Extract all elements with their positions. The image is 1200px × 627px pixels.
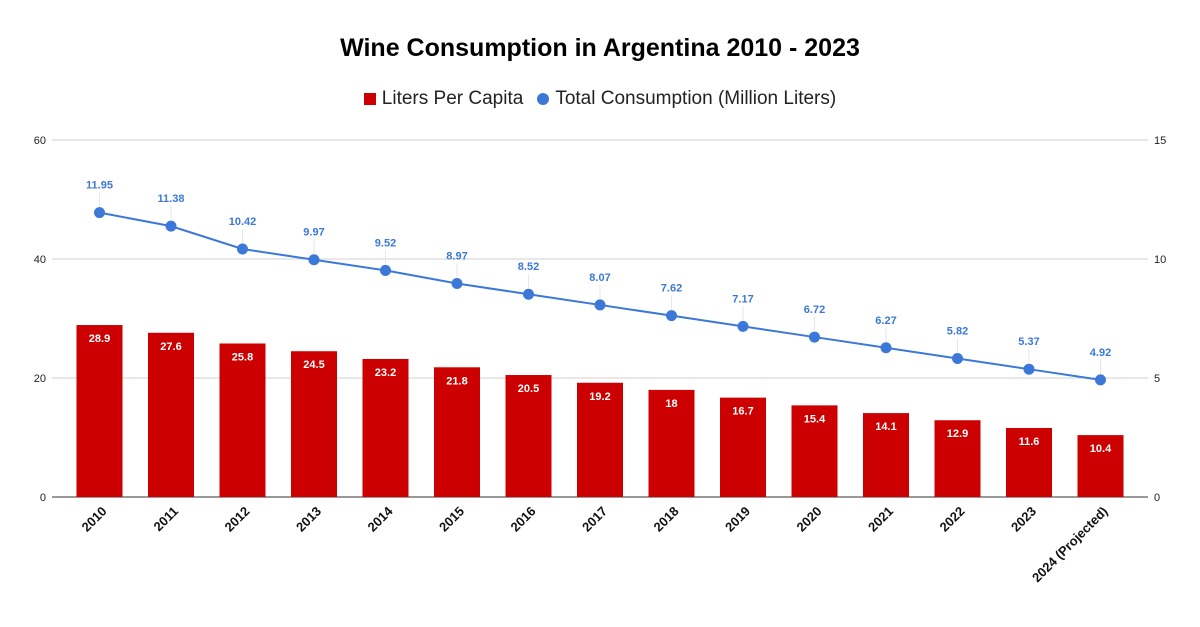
line-data-label: 9.97 <box>303 227 324 239</box>
line-data-label: 8.52 <box>518 261 539 273</box>
line-point <box>523 288 534 300</box>
legend-item-bars: Liters Per Capita <box>363 88 524 110</box>
line-point <box>1023 363 1035 375</box>
x-axis-tick-label: 2024 (Projected) <box>1029 504 1111 586</box>
right-axis-tick-label: 5 <box>1154 373 1160 385</box>
bar <box>863 413 909 497</box>
x-axis-tick-label: 2023 <box>1008 504 1039 535</box>
line-data-label: 8.07 <box>589 272 610 284</box>
line-point <box>666 310 677 322</box>
bar <box>720 397 766 497</box>
line-point <box>165 220 177 232</box>
x-axis-tick-label: 2014 <box>365 503 397 535</box>
line-data-label: 7.17 <box>732 293 753 305</box>
bar <box>362 358 409 497</box>
bar-data-label: 24.5 <box>303 359 324 371</box>
bar-data-label: 11.6 <box>1019 436 1040 448</box>
x-axis-tick-label: 2022 <box>937 504 968 535</box>
bar-data-label: 20.5 <box>518 383 539 395</box>
x-axis-tick-label: 2016 <box>508 504 539 535</box>
legend-label: Liters Per Capita <box>381 88 524 109</box>
x-axis-tick-label: 2015 <box>436 504 467 535</box>
bar-data-label: 16.7 <box>732 406 753 418</box>
legend: Liters Per Capita Total Consumption (Mil… <box>0 88 1200 110</box>
legend-swatch-bar <box>363 93 376 105</box>
bar <box>219 343 266 497</box>
bar-data-label: 27.6 <box>160 341 181 353</box>
bar <box>577 382 623 497</box>
bar <box>76 325 123 497</box>
bar <box>291 351 337 497</box>
line-point <box>1095 374 1106 386</box>
x-axis-tick-label: 2013 <box>293 504 324 535</box>
line-data-label: 6.27 <box>875 315 896 327</box>
bar <box>434 367 480 497</box>
line-data-label: 8.97 <box>446 251 467 263</box>
line-point <box>809 331 820 343</box>
line-data-label: 4.92 <box>1090 347 1111 359</box>
x-axis-tick-label: 2020 <box>794 504 825 535</box>
bar-data-label: 28.9 <box>89 333 110 345</box>
bar <box>1006 427 1052 497</box>
bar-data-label: 15.4 <box>804 413 826 425</box>
x-axis-tick-label: 2021 <box>865 504 896 535</box>
line-data-label: 7.62 <box>661 283 682 295</box>
right-axis-tick-label: 0 <box>1154 492 1160 504</box>
x-axis-tick-label: 2019 <box>722 504 753 535</box>
line-point <box>737 320 749 332</box>
right-axis-tick-label: 15 <box>1154 135 1166 147</box>
line-point <box>308 254 320 266</box>
bar-data-label: 10.4 <box>1090 443 1112 455</box>
right-axis-tick-label: 10 <box>1154 254 1166 266</box>
line-point <box>451 278 463 290</box>
bar <box>791 405 838 497</box>
line-data-label: 11.38 <box>158 193 185 205</box>
x-axis-tick-label: 2012 <box>222 504 253 535</box>
bar-data-label: 25.8 <box>232 351 253 363</box>
bar-data-label: 12.9 <box>947 428 968 440</box>
bar-data-label: 23.2 <box>375 367 396 379</box>
line-data-label: 5.82 <box>947 325 968 337</box>
bar <box>1077 435 1124 497</box>
left-axis-tick-label: 60 <box>34 135 46 147</box>
chart-title: Wine Consumption in Argentina 2010 - 202… <box>340 34 860 62</box>
bar-data-label: 18 <box>665 398 677 410</box>
line-point <box>94 207 105 219</box>
bar <box>934 420 981 497</box>
line-data-label: 10.42 <box>229 216 257 228</box>
line-point <box>237 243 248 255</box>
x-axis-tick-label: 2011 <box>151 504 182 535</box>
x-axis-tick-label: 2017 <box>579 504 610 535</box>
x-axis-tick-label: 2018 <box>651 504 682 535</box>
legend-item-line: Total Consumption (Million Liters) <box>537 88 836 110</box>
line-data-label: 6.72 <box>804 304 825 316</box>
left-axis-tick-label: 20 <box>34 373 46 385</box>
line-data-label: 5.37 <box>1018 336 1039 348</box>
line-point <box>880 342 892 354</box>
x-axis-tick-label: 2010 <box>79 504 110 535</box>
line-data-label: 9.52 <box>375 237 396 249</box>
bar <box>505 375 552 497</box>
legend-label: Total Consumption (Million Liters) <box>555 88 837 109</box>
left-axis-tick-label: 0 <box>40 492 46 504</box>
bar-data-label: 14.1 <box>875 421 896 433</box>
bar-data-label: 19.2 <box>589 391 610 403</box>
legend-swatch-line <box>537 93 550 105</box>
bar <box>648 389 695 497</box>
line-point <box>594 299 606 311</box>
line-point <box>380 264 391 276</box>
bar <box>148 332 194 497</box>
bar-data-label: 21.8 <box>446 375 467 387</box>
left-axis-tick-label: 40 <box>34 254 46 266</box>
line-data-label: 11.95 <box>86 180 113 192</box>
line-point <box>952 352 963 364</box>
